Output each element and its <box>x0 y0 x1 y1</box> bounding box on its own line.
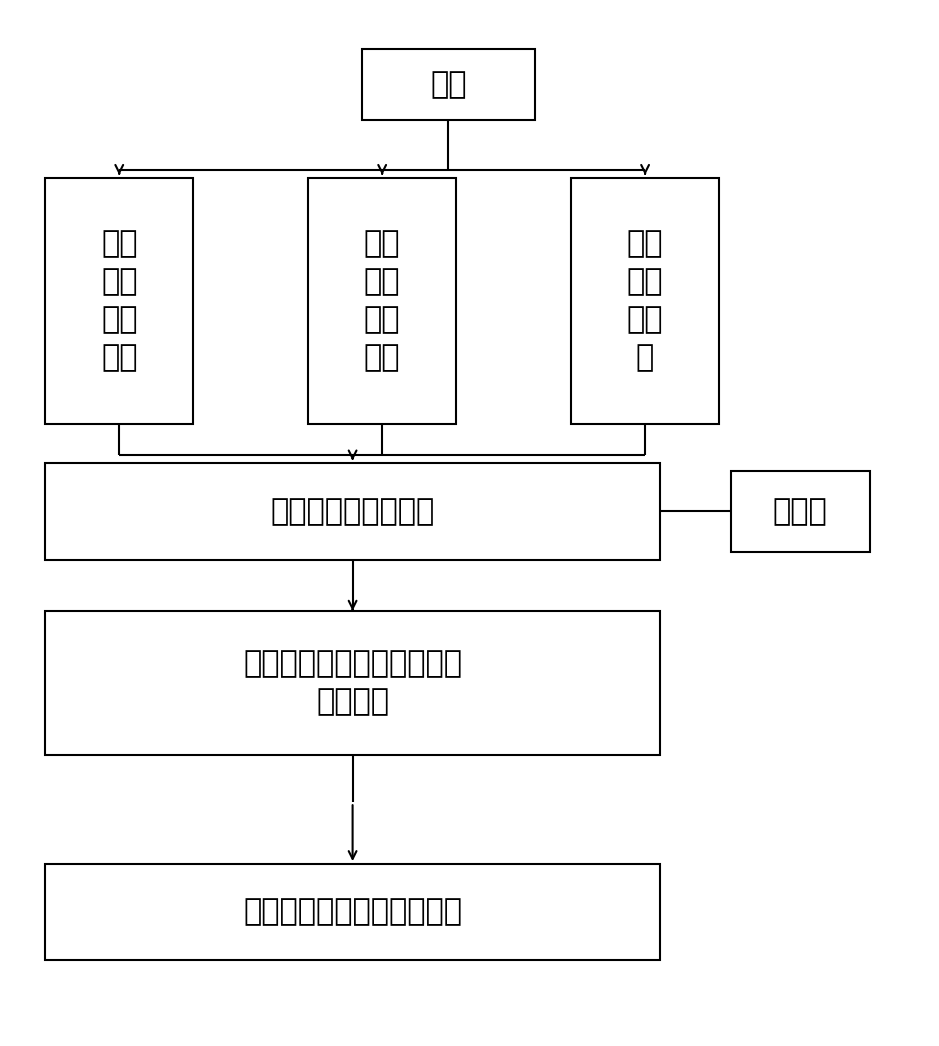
Bar <box>308 178 456 424</box>
Text: 光伏
随机
出力
模型: 光伏 随机 出力 模型 <box>101 229 137 372</box>
Text: 碳交易: 碳交易 <box>773 497 827 526</box>
Bar <box>45 611 660 755</box>
Bar <box>45 178 193 424</box>
Bar <box>731 471 870 552</box>
Bar <box>362 49 535 120</box>
Text: 风光储规划配置模型: 风光储规划配置模型 <box>270 497 435 526</box>
Bar <box>571 178 719 424</box>
Text: 开始: 开始 <box>430 70 467 99</box>
Bar <box>45 864 660 960</box>
Text: 输出满足约束条件的最优解: 输出满足约束条件的最优解 <box>243 897 462 927</box>
Bar <box>45 463 660 560</box>
Text: 采用帝国竞争算法求解规划
配置模型: 采用帝国竞争算法求解规划 配置模型 <box>243 650 462 717</box>
Text: 风电
随机
出力
模型: 风电 随机 出力 模型 <box>364 229 400 372</box>
Text: 储能
蓄电
池模
型: 储能 蓄电 池模 型 <box>627 229 663 372</box>
